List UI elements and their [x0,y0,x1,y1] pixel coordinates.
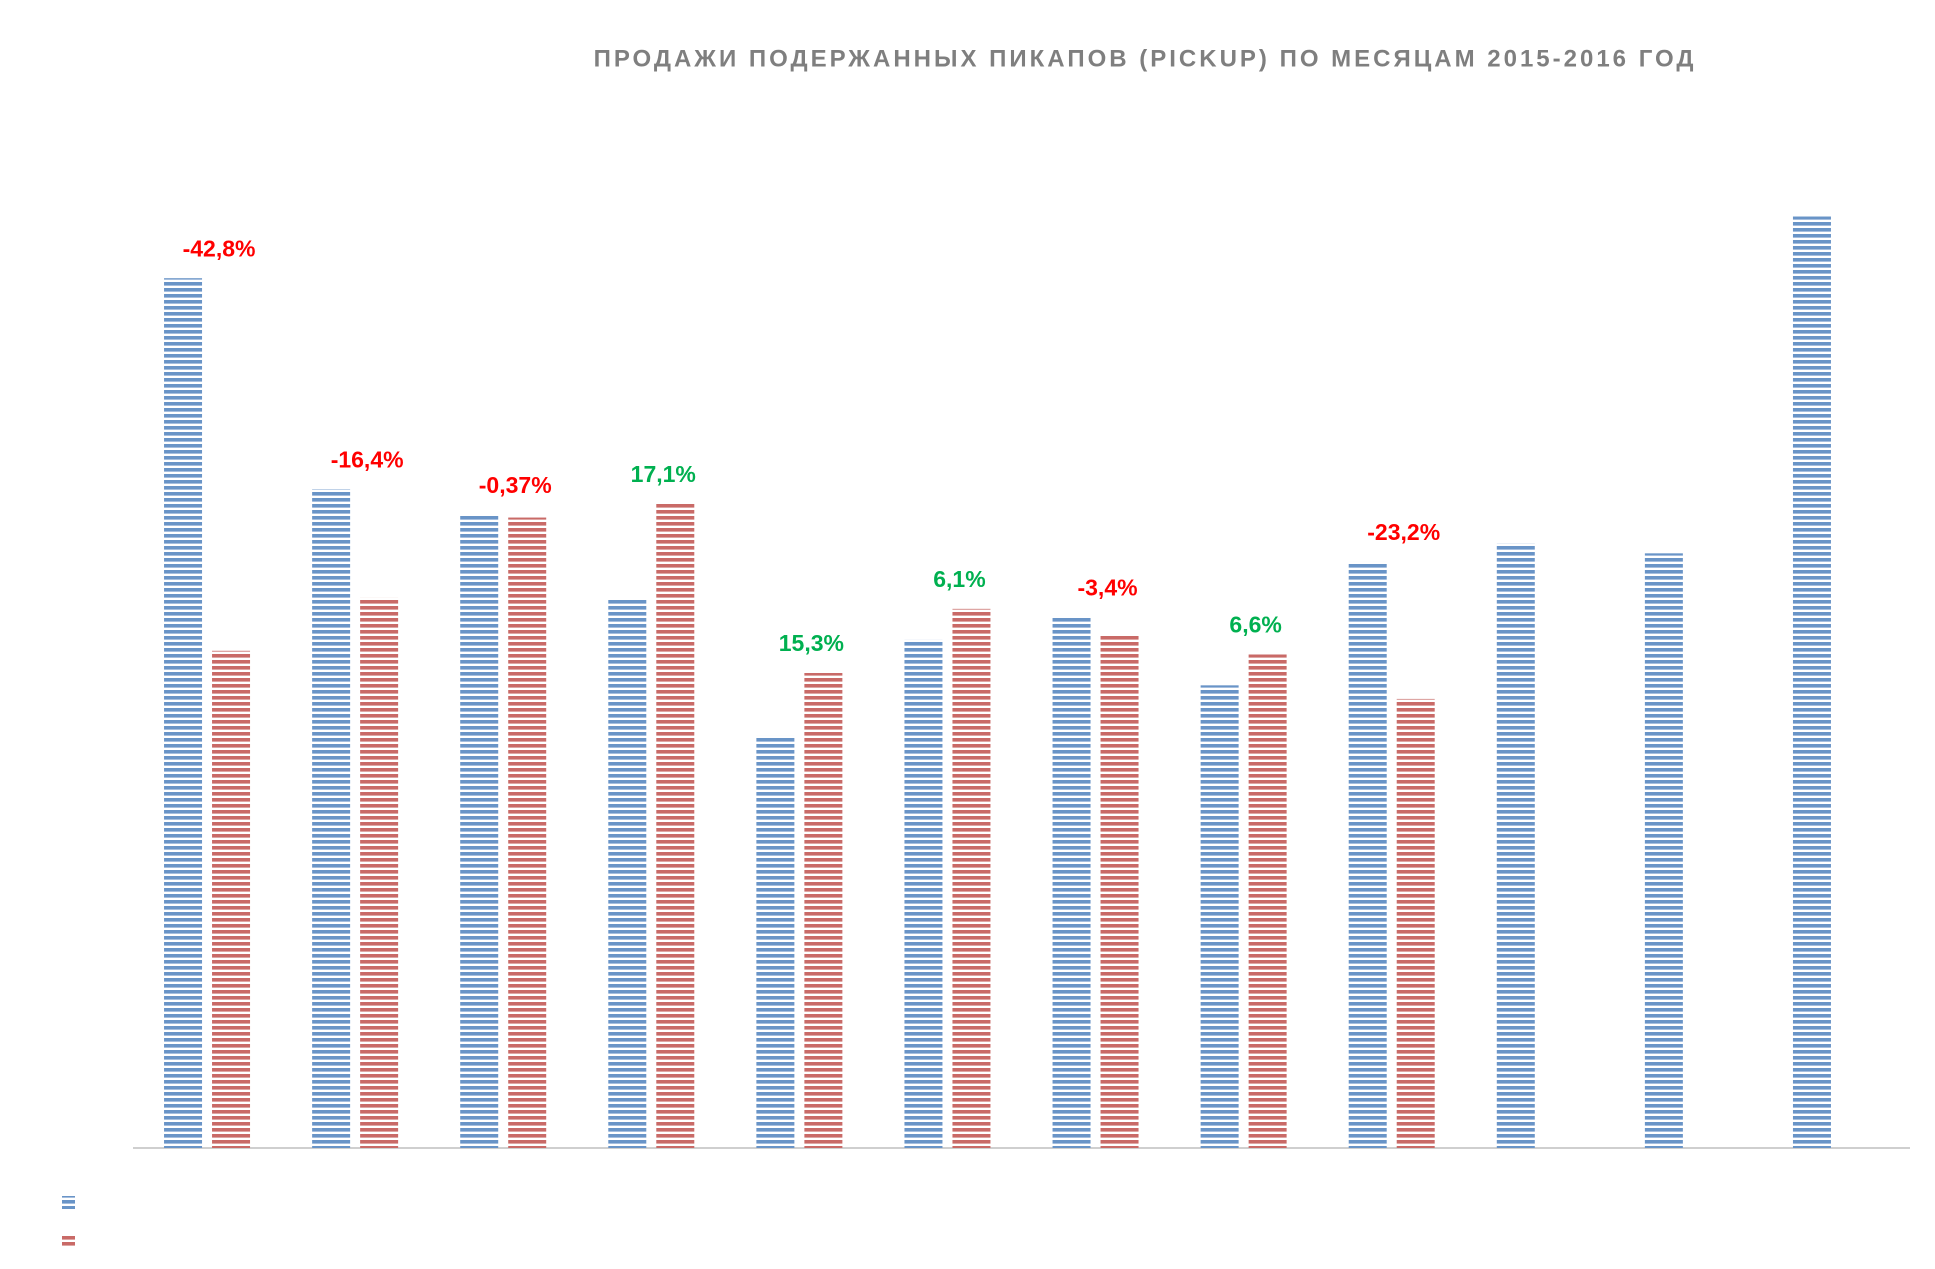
bar [952,608,991,1148]
change-label: 15,3% [779,630,844,656]
bar [1348,561,1387,1148]
bar [1100,634,1139,1148]
change-label: 6,1% [933,566,985,592]
bar [460,515,499,1148]
bar [656,503,695,1148]
bar [164,278,203,1148]
bar [1396,698,1435,1148]
bar [1496,543,1535,1148]
bar [804,673,843,1148]
bar [608,598,647,1148]
bar [212,650,251,1148]
legend-marker [62,1196,75,1209]
change-label: 17,1% [631,461,696,487]
bar [1248,654,1287,1148]
change-label: -0,37% [479,472,552,498]
chart-title: ПРОДАЖИ ПОДЕРЖАННЫХ ПИКАПОВ (PICKUP) ПО … [594,45,1697,72]
change-label: -3,4% [1077,575,1137,601]
bar [1644,553,1683,1148]
bar [508,517,547,1148]
bar [1792,216,1831,1149]
change-label: -42,8% [183,235,256,261]
legend-marker [62,1235,75,1248]
bar [1200,685,1239,1148]
bar [756,735,795,1148]
bar [312,489,351,1148]
change-label: 6,6% [1229,612,1281,638]
bar [1052,617,1091,1148]
bar [360,597,399,1148]
bar [904,639,943,1148]
change-label: -23,2% [1367,519,1440,545]
change-label: -16,4% [331,446,404,472]
